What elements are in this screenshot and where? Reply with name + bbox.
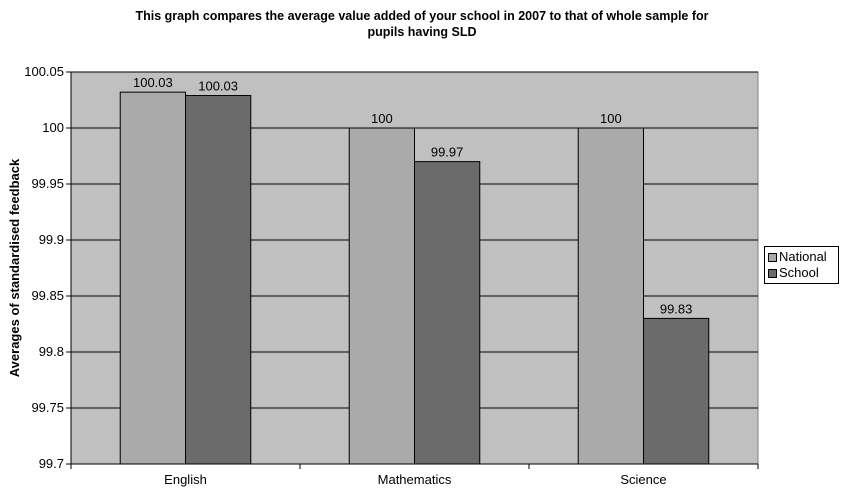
y-tick-label: 99.7 — [39, 456, 64, 471]
y-axis: 99.7 99.75 99.8 99.85 99.9 99.95 100 100.05 — [24, 64, 72, 471]
x-axis: English Mathematics Science — [70, 463, 759, 487]
y-tick-label: 99.95 — [31, 176, 64, 191]
data-label: 99.97 — [431, 145, 464, 160]
legend-label-national: National — [779, 249, 827, 264]
chart-title: This graph compares the average value ad… — [0, 8, 844, 40]
legend-swatch-school — [768, 268, 777, 278]
bar-national-science — [577, 127, 644, 465]
legend-label-school: School — [779, 265, 819, 280]
y-tick-label: 100.05 — [24, 64, 64, 79]
y-tick-label: 99.85 — [31, 288, 64, 303]
data-label: 100 — [600, 111, 622, 126]
data-label: 100 — [371, 111, 393, 126]
y-axis-title: Averages of standardised feedback — [7, 158, 22, 377]
y-tick-label: 99.8 — [39, 344, 64, 359]
legend: National School — [764, 246, 839, 284]
y-tick-label: 99.75 — [31, 400, 64, 415]
chart-title-line-1: This graph compares the average value ad… — [135, 9, 709, 23]
x-tick-label: English — [164, 472, 207, 487]
bar-national-english — [119, 91, 186, 465]
bar-school-science — [643, 317, 710, 465]
legend-swatch-national — [768, 252, 777, 262]
y-tick-label: 100 — [42, 120, 64, 135]
data-label: 99.83 — [660, 301, 693, 316]
bar-school-mathematics — [414, 161, 481, 465]
y-tick-label: 99.9 — [39, 232, 64, 247]
bar-labels: 100.03 100.03 100 99.97 100 99.83 — [133, 75, 692, 316]
legend-item-national: National — [768, 249, 835, 265]
data-label: 100.03 — [198, 79, 238, 94]
bar-national-mathematics — [348, 127, 415, 465]
legend-item-school: School — [768, 265, 835, 281]
x-tick-label: Mathematics — [378, 472, 452, 487]
data-label: 100.03 — [133, 75, 173, 90]
x-tick-label: Science — [620, 472, 666, 487]
chart-title-line-2: pupils having SLD — [367, 25, 477, 39]
bars — [119, 91, 710, 465]
bar-school-english — [185, 95, 252, 465]
